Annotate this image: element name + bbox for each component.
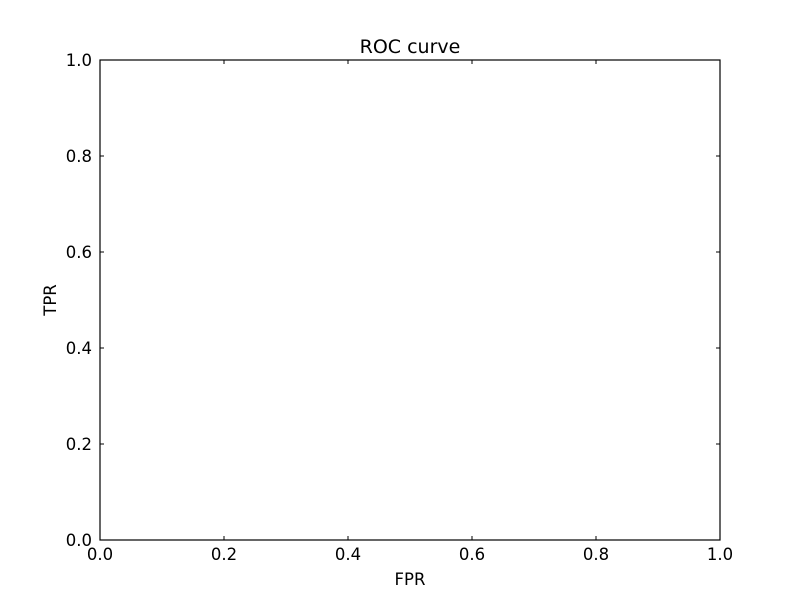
y-axis-title: TPR (41, 284, 60, 317)
x-tick-label: 1.0 (707, 545, 733, 564)
x-tick-label: 0.6 (459, 545, 485, 564)
ticks: 0.0 0.2 0.4 0.6 0.8 1.0 0.0 0.2 0.4 0.6 0.8 1.0 (66, 51, 733, 564)
x-tick-label: 0.4 (335, 545, 361, 564)
y-tick-label: 0.6 (66, 243, 92, 262)
x-tick-label: 0.2 (211, 545, 237, 564)
y-tick-label: 0.4 (66, 339, 92, 358)
x-tick-label: 0.0 (87, 545, 113, 564)
x-tick-label: 0.8 (583, 545, 609, 564)
chart-title: ROC curve (360, 36, 461, 58)
y-tick-label: 0.2 (66, 435, 92, 454)
y-tick-label: 1.0 (66, 51, 92, 70)
y-tick-label: 0.0 (66, 531, 92, 550)
x-axis-title: FPR (395, 570, 426, 589)
y-tick-label: 0.8 (66, 147, 92, 166)
axes-frame (99, 59, 721, 541)
